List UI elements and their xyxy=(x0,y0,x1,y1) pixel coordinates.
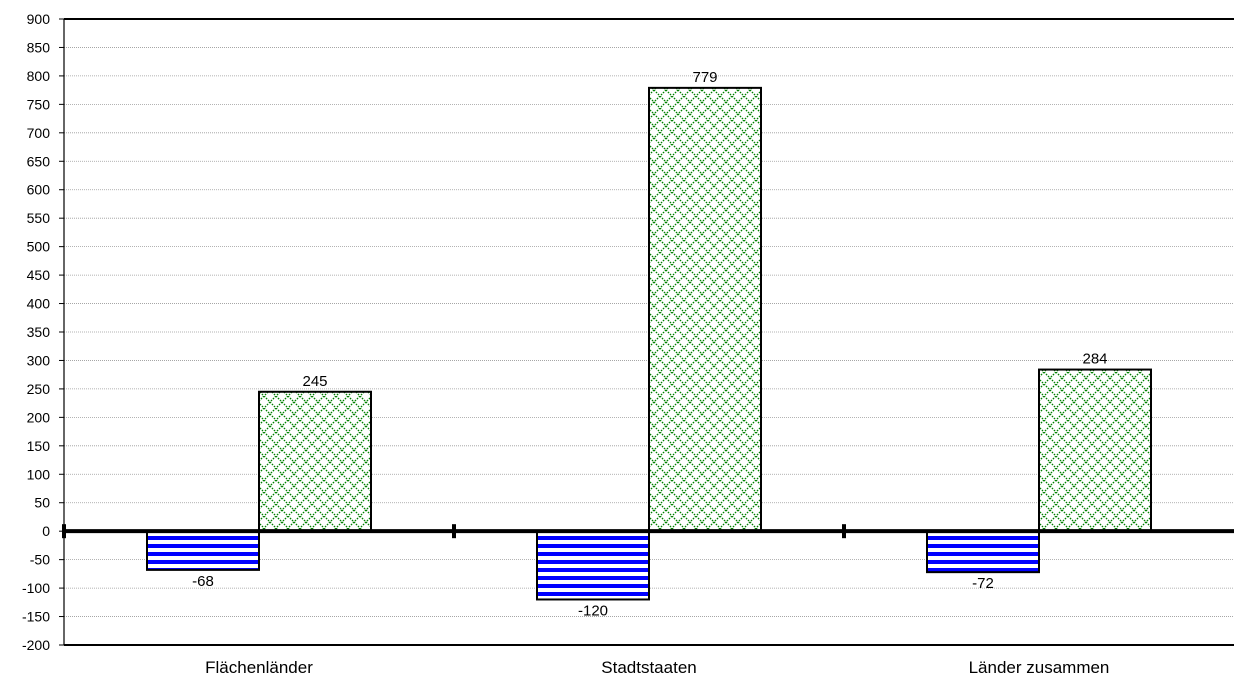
data-label: -68 xyxy=(192,573,214,590)
y-tick-label: 250 xyxy=(27,381,51,397)
category-label: Flächenländer xyxy=(205,658,313,677)
bar xyxy=(926,530,1040,574)
y-tick-label: 0 xyxy=(42,523,50,539)
y-tick-label: 500 xyxy=(27,239,51,255)
bar xyxy=(648,86,762,533)
y-tick-label: -200 xyxy=(22,637,50,653)
y-tick-label: 450 xyxy=(27,267,51,283)
y-tick-label: 700 xyxy=(27,125,51,141)
y-tick-label: 350 xyxy=(27,324,51,340)
y-tick-label: 650 xyxy=(27,153,51,169)
y-tick-label: 600 xyxy=(27,182,51,198)
bars xyxy=(146,86,1152,601)
axes xyxy=(59,18,1234,646)
labels: 9008508007507006506005505004504003503002… xyxy=(22,11,1109,677)
y-tick-label: 850 xyxy=(27,39,51,55)
y-tick-label: -150 xyxy=(22,609,50,625)
y-tick-label: 100 xyxy=(27,466,51,482)
data-label: 245 xyxy=(302,373,327,390)
y-tick-label: 900 xyxy=(27,11,51,27)
data-label: -72 xyxy=(972,575,994,592)
y-tick-label: -50 xyxy=(30,552,50,568)
data-label: -120 xyxy=(578,602,608,619)
bar xyxy=(258,390,372,533)
y-tick-label: 550 xyxy=(27,210,51,226)
data-label: 779 xyxy=(692,69,717,86)
y-tick-label: 400 xyxy=(27,296,51,312)
y-tick-label: 150 xyxy=(27,438,51,454)
y-tick-label: 750 xyxy=(27,96,51,112)
y-tick-label: 800 xyxy=(27,68,51,84)
data-label: 284 xyxy=(1082,351,1107,368)
y-tick-label: 200 xyxy=(27,409,51,425)
y-tick-label: 50 xyxy=(34,495,50,511)
bar xyxy=(146,530,260,571)
bar xyxy=(1038,368,1152,533)
y-tick-label: 300 xyxy=(27,352,51,368)
category-label: Stadtstaaten xyxy=(601,658,696,677)
category-label: Länder zusammen xyxy=(969,658,1110,677)
bar xyxy=(536,530,650,601)
y-tick-label: -100 xyxy=(22,580,50,596)
